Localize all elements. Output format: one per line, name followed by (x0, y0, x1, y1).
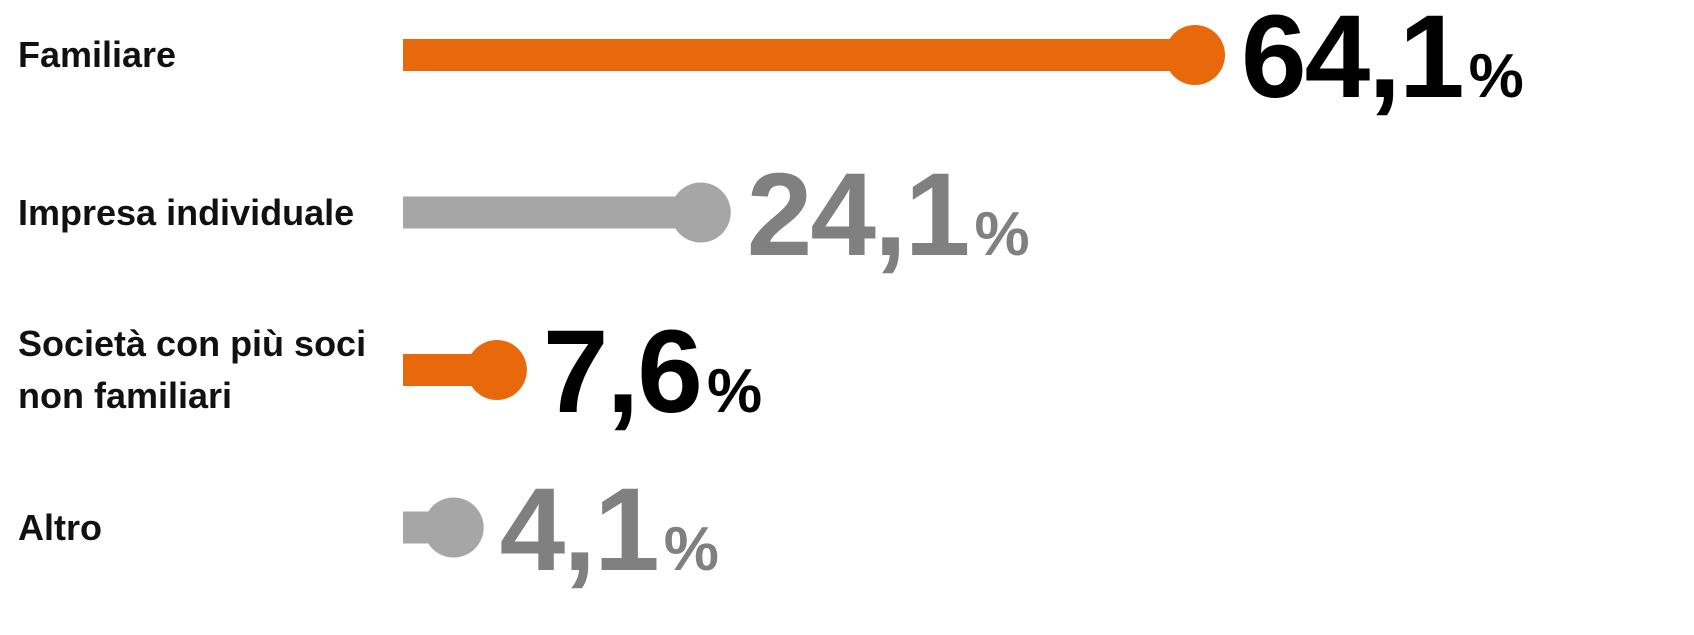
dot (423, 497, 484, 558)
value-unit: % (974, 199, 1030, 269)
value-unit: % (1468, 42, 1524, 111)
value-unit: % (663, 514, 719, 584)
value-label: 4,1% (500, 471, 719, 589)
value-number: 7,6 (542, 306, 703, 438)
dot (466, 340, 527, 400)
lollipop (403, 340, 527, 400)
value-number: 24,1 (746, 148, 971, 281)
value-unit: % (706, 357, 763, 426)
category-label: Altro (18, 506, 102, 548)
value-label: 24,1% (747, 156, 1030, 274)
lollipop (403, 182, 731, 243)
value-number: 64,1 (1241, 0, 1465, 123)
stem (403, 39, 1195, 71)
value-label: 64,1% (1241, 0, 1524, 116)
category-label: Società con più soci non familiari (18, 323, 367, 416)
value-label: 7,6% (543, 313, 762, 431)
stem (403, 196, 701, 229)
lollipop (403, 497, 484, 558)
lollipop (403, 25, 1225, 85)
category-label: Impresa individuale (18, 191, 355, 233)
dot (1165, 25, 1225, 85)
category-label: Familiare (18, 34, 177, 75)
value-number: 4,1 (499, 463, 660, 596)
dot (670, 182, 731, 243)
